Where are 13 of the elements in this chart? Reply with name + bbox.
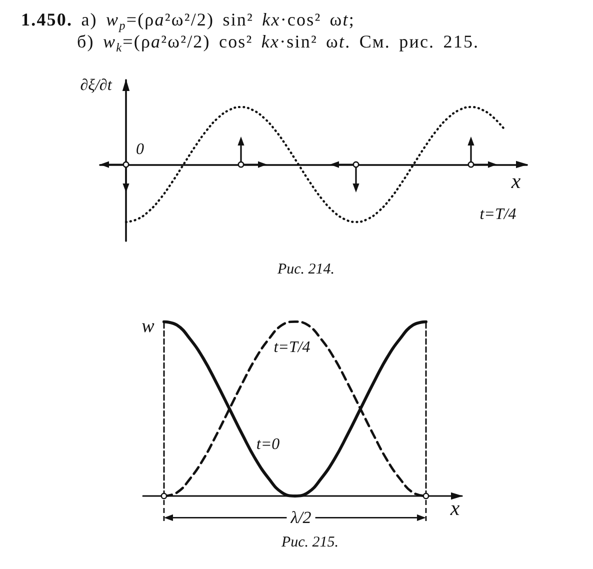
y-axis-title: ∂ξ/∂t bbox=[80, 76, 112, 96]
series-label: t=0 bbox=[256, 436, 280, 454]
text: Рис. 214. bbox=[277, 261, 335, 279]
annotation: t=T/4 bbox=[480, 206, 516, 224]
series-label: t=T/4 bbox=[274, 338, 310, 358]
annotation: 0 bbox=[136, 140, 144, 160]
y-axis-title: w bbox=[142, 316, 154, 338]
x-axis-title: x bbox=[450, 496, 460, 520]
text: Рис. 215. bbox=[281, 534, 339, 552]
text: λ/2 bbox=[290, 508, 312, 528]
text: б) w$_{k}$=(ρa²ω²/2) cos² kx·sin² ωt. См. рис. 215. bbox=[77, 32, 480, 54]
x-axis-title: x bbox=[511, 168, 521, 194]
chart-title: 1.450. а) w$_{p}$=(ρa²ω²/2) sin² kx·cos² ωt; bbox=[21, 10, 355, 32]
